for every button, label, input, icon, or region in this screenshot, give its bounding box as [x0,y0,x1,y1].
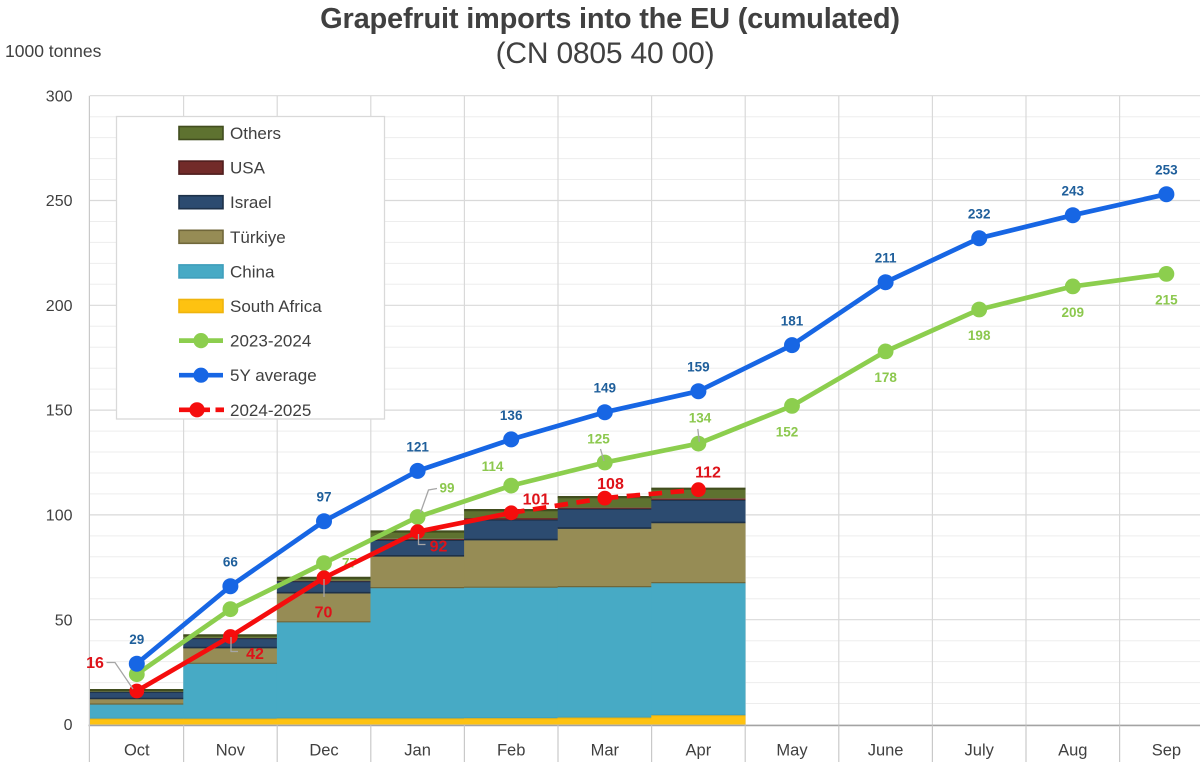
svg-text:66: 66 [223,555,239,570]
svg-text:134: 134 [689,411,712,426]
svg-text:42: 42 [246,646,264,663]
svg-text:Grapefruit imports into the EU: Grapefruit imports into the EU (cumulate… [320,3,900,35]
svg-text:181: 181 [781,314,804,329]
svg-text:Aug: Aug [1058,742,1087,760]
svg-text:243: 243 [1062,184,1085,199]
svg-text:50: 50 [55,612,73,629]
svg-text:Jan: Jan [404,742,431,760]
svg-text:215: 215 [1155,292,1178,307]
svg-text:Türkiye: Türkiye [230,228,286,247]
svg-text:114: 114 [482,459,504,474]
svg-text:Apr: Apr [686,742,712,760]
svg-text:Feb: Feb [497,742,525,760]
svg-text:China: China [230,262,275,281]
svg-text:(CN 0805 40 00): (CN 0805 40 00) [496,37,715,70]
svg-text:Sep: Sep [1152,742,1181,760]
svg-text:108: 108 [597,476,624,493]
svg-text:2023-2024: 2023-2024 [230,332,311,351]
svg-text:253: 253 [1155,163,1178,178]
svg-text:2024-2025: 2024-2025 [230,401,311,420]
svg-text:152: 152 [776,424,799,439]
svg-text:Others: Others [230,124,281,143]
svg-text:Nov: Nov [216,742,246,760]
svg-text:178: 178 [874,370,897,385]
svg-text:211: 211 [875,251,897,266]
svg-text:USA: USA [230,159,266,178]
svg-text:198: 198 [968,328,991,343]
svg-text:232: 232 [968,207,991,222]
svg-text:1000 tonnes: 1000 tonnes [5,41,102,61]
svg-text:South Africa: South Africa [230,297,322,316]
svg-text:112: 112 [695,464,721,481]
svg-text:July: July [965,742,995,760]
svg-text:Mar: Mar [591,742,620,760]
svg-text:159: 159 [687,360,710,375]
svg-text:Dec: Dec [309,742,338,760]
svg-text:121: 121 [406,439,429,454]
svg-text:200: 200 [46,298,73,315]
svg-text:92: 92 [430,538,448,555]
svg-text:99: 99 [439,481,454,496]
svg-text:250: 250 [46,193,73,210]
svg-text:97: 97 [316,490,331,505]
svg-text:300: 300 [46,88,73,105]
svg-text:16: 16 [86,655,104,672]
svg-text:0: 0 [64,717,73,734]
svg-text:29: 29 [129,632,144,647]
svg-text:May: May [776,742,808,760]
svg-text:150: 150 [46,403,73,420]
svg-text:Oct: Oct [124,742,150,760]
svg-text:209: 209 [1062,305,1085,320]
svg-text:Israel: Israel [230,193,272,212]
svg-text:125: 125 [587,432,610,447]
svg-text:136: 136 [500,408,523,423]
svg-text:101: 101 [523,491,550,508]
svg-text:June: June [868,742,904,760]
svg-text:5Y average: 5Y average [230,366,317,385]
svg-text:100: 100 [46,508,73,525]
svg-text:149: 149 [594,381,617,396]
svg-text:70: 70 [315,604,333,621]
